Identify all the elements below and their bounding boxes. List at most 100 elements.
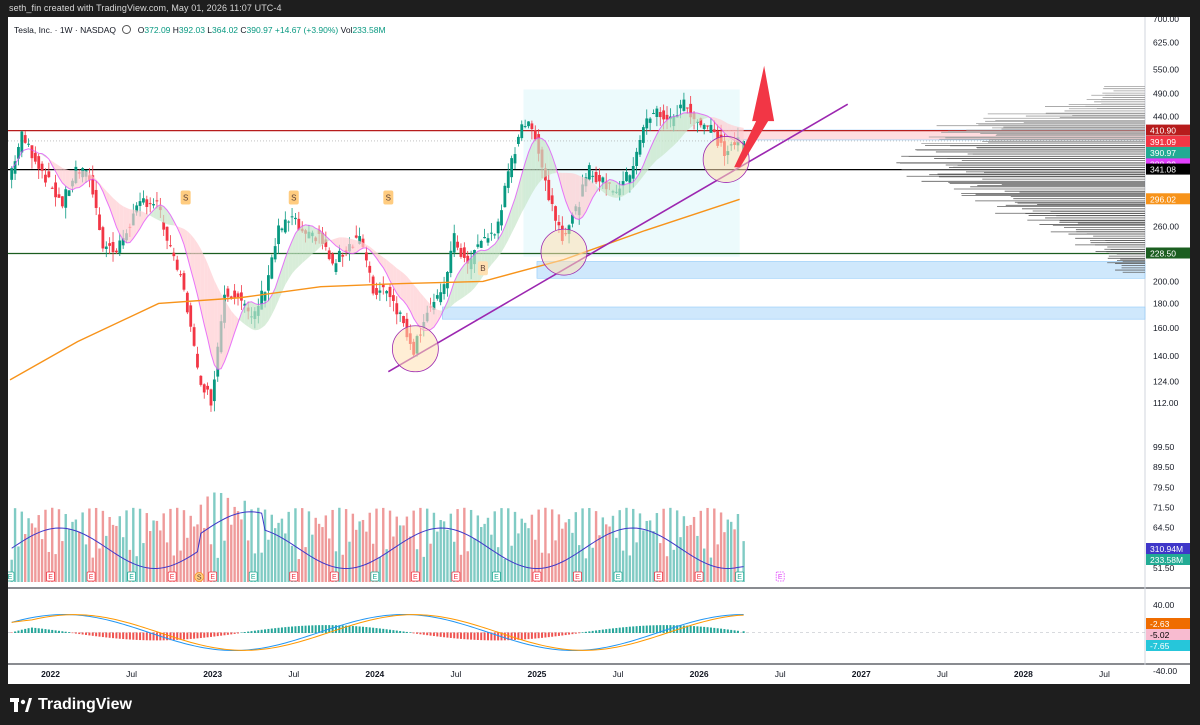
ema-cloud	[498, 234, 502, 257]
macd-histogram-bar	[601, 629, 604, 633]
macd-histogram-bar	[402, 631, 405, 633]
macd-histogram-bar	[166, 632, 169, 641]
ema-cloud	[609, 179, 613, 198]
macd-histogram-bar	[64, 631, 67, 633]
volume-bar	[702, 548, 706, 582]
ema-cloud	[349, 238, 353, 254]
macd-histogram-bar	[314, 625, 317, 633]
chart-area[interactable]: S S S B E E E E E E E E E E E E E E E E E E E E S 700.00 625.00 550…	[8, 17, 1190, 684]
candle-body	[432, 301, 436, 310]
candle-body	[547, 179, 551, 201]
ema-cloud	[737, 126, 744, 144]
macd-histogram-bar	[466, 632, 469, 640]
signal-marker-0	[180, 190, 191, 205]
ema-cloud	[575, 174, 580, 220]
ema-cloud	[160, 204, 164, 223]
macd-histogram-bar	[351, 625, 354, 633]
ema-cloud	[572, 173, 576, 219]
candle-body	[476, 244, 480, 247]
ema-cloud	[346, 237, 350, 254]
volume-bar	[490, 534, 493, 582]
macd-histogram-bar	[61, 631, 64, 633]
volume-bar	[540, 552, 544, 582]
volume-bar	[429, 543, 432, 582]
volume-bar	[628, 555, 632, 582]
earnings-marker-label: E	[535, 574, 540, 581]
price-axis-tick: 71.50	[1153, 502, 1175, 512]
macd-histogram-bar	[203, 632, 206, 638]
price-label-bg-6	[1146, 193, 1190, 205]
candle-body	[503, 185, 507, 208]
volume-bar	[81, 512, 84, 582]
candle-body	[402, 316, 405, 324]
volume-bar	[733, 529, 736, 582]
ema-cloud	[528, 144, 532, 200]
candle-body	[202, 384, 206, 393]
volume-bar	[351, 513, 355, 582]
ema-cloud	[619, 184, 624, 198]
candle-body	[192, 327, 196, 346]
volume-bar	[328, 538, 331, 582]
volume-bar	[723, 532, 726, 582]
price-axis-tick: 124.00	[1153, 377, 1179, 387]
volume-bar	[61, 541, 64, 582]
ema-cloud	[518, 174, 522, 220]
macd-histogram-bar	[253, 630, 256, 633]
earnings-marker-label: E	[332, 574, 337, 581]
macd-histogram-bar	[199, 632, 202, 639]
macd-histogram-bar	[264, 629, 267, 633]
volume-bar	[78, 532, 81, 582]
brand-footer[interactable]: TradingView	[10, 694, 132, 716]
macd-histogram-bar	[720, 628, 723, 633]
macd-line	[11, 614, 744, 651]
volume-bar	[324, 515, 328, 582]
volume-bar	[456, 509, 459, 582]
highlight-circle-2	[702, 136, 750, 183]
macd-histogram-bar	[534, 632, 537, 639]
volume-bar	[520, 518, 523, 582]
volume-bar	[449, 513, 453, 582]
bullish-arrow	[734, 65, 775, 168]
candle-body	[520, 124, 524, 139]
volume-bar	[88, 508, 91, 582]
volume-label-0: 310.94M	[1150, 544, 1183, 554]
macd-histogram-bar	[689, 625, 692, 633]
candle-body	[685, 107, 689, 109]
volume-bar	[159, 530, 162, 582]
macd-histogram-bar	[419, 632, 422, 635]
macd-histogram-bar	[209, 632, 212, 637]
ema-cloud	[227, 305, 232, 353]
ema-cloud	[69, 170, 73, 190]
legend-high: 392.03	[178, 25, 205, 35]
price-chart-svg[interactable]: S S S B E E E E E E E E E E E E E E E E E E E E S 700.00 625.00 550…	[8, 17, 1190, 684]
volume-bar	[598, 535, 601, 582]
signal-marker-label: S	[291, 193, 296, 202]
eye-icon[interactable]	[122, 25, 132, 34]
ema-cloud	[599, 183, 603, 192]
candle-body	[277, 225, 280, 245]
volume-bar	[409, 536, 412, 582]
price-label-0: 410.90	[1150, 126, 1176, 136]
ema-cloud	[494, 239, 499, 261]
candle-body	[702, 124, 706, 129]
candle-body	[212, 379, 216, 402]
earnings-marker	[248, 571, 258, 582]
ema-cloud	[254, 303, 259, 331]
volume-bar	[179, 550, 182, 582]
ema-cloud	[386, 259, 391, 281]
ema-cloud	[403, 273, 407, 306]
macd-histogram-bar	[517, 632, 520, 640]
macd-histogram-bar	[182, 632, 185, 640]
candle-body	[260, 290, 264, 310]
macd-histogram-bar	[27, 628, 30, 633]
candle-body	[486, 238, 490, 243]
ema-cloud	[467, 257, 472, 295]
macd-histogram-bar	[257, 630, 260, 633]
ema-cloud	[700, 113, 705, 121]
dividend-marker	[194, 572, 205, 582]
macd-histogram-bar	[57, 630, 60, 633]
macd-histogram-bar	[568, 632, 571, 635]
macd-histogram-bar	[709, 627, 712, 633]
candle-body	[557, 221, 561, 226]
volume-bar	[713, 508, 716, 582]
